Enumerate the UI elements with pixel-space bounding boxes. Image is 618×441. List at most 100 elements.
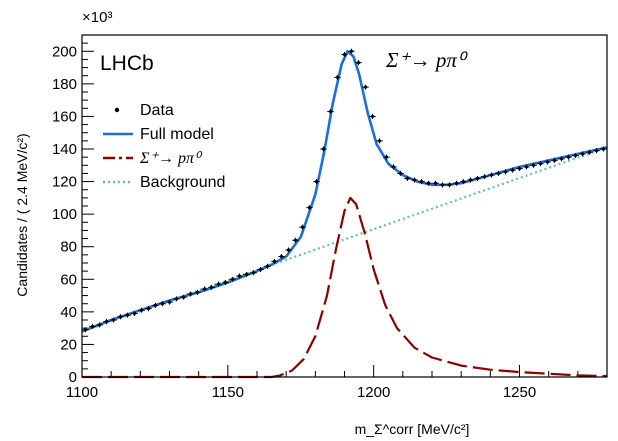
legend-entry: Σ⁺→ pπ⁰ <box>103 150 203 167</box>
data-point <box>593 148 600 154</box>
data-point-marker <box>363 85 368 89</box>
data-point-marker <box>307 206 312 210</box>
y-tick-label: 0 <box>69 369 77 386</box>
data-point <box>334 74 341 80</box>
data-point-marker <box>384 155 389 159</box>
data-point <box>516 166 523 172</box>
data-point <box>173 296 180 302</box>
y-tick-label: 200 <box>52 43 77 60</box>
data-point-marker <box>328 109 333 114</box>
data-point <box>495 170 502 176</box>
data-point <box>509 167 516 173</box>
data-point-marker <box>272 259 277 263</box>
data-point-marker <box>377 139 382 143</box>
legend-label: Background <box>140 174 225 191</box>
data-point-marker <box>552 158 557 162</box>
data-point <box>103 319 110 325</box>
data-point-marker <box>90 324 95 329</box>
data-point-marker <box>188 292 193 296</box>
y-tick-label: 60 <box>60 271 77 288</box>
data-point <box>180 294 187 300</box>
data-point-marker <box>97 323 102 327</box>
data-point-marker <box>426 181 431 185</box>
data-point-marker <box>139 308 144 312</box>
data-point <box>285 247 292 253</box>
data-point-marker <box>531 163 536 167</box>
data-point-marker <box>132 311 137 316</box>
data-point <box>544 159 551 165</box>
data-point-marker <box>524 165 529 169</box>
legend-entry: Full model <box>103 126 214 143</box>
data-point-marker <box>300 225 305 229</box>
data-point <box>355 60 362 66</box>
data-point-marker <box>391 165 396 169</box>
data-point <box>299 224 306 230</box>
data-point <box>565 154 572 160</box>
data-point <box>383 154 390 160</box>
data-point <box>432 180 439 186</box>
data-point <box>390 164 397 170</box>
data-point <box>131 310 138 316</box>
y-axis: 0 20 40 60 80 100 120 140 160 180 200 <box>52 34 94 386</box>
x-axis-title: m_Σ^corr [MeV/c²] <box>355 421 470 437</box>
data-point-marker <box>335 75 340 79</box>
data-point-marker <box>286 248 291 252</box>
data-point <box>411 177 418 183</box>
data-point-marker <box>167 300 172 304</box>
data-point-marker <box>265 264 270 268</box>
data-point <box>117 314 124 320</box>
data-point <box>236 273 243 279</box>
data-point <box>362 84 369 90</box>
data-point-marker <box>545 160 550 164</box>
data-point <box>264 263 271 269</box>
signal-line <box>82 196 608 379</box>
data-point-marker <box>503 170 508 174</box>
data-point-marker <box>433 181 438 185</box>
data-point <box>467 177 474 183</box>
data-point <box>523 164 530 170</box>
data-point-marker <box>321 147 326 151</box>
data-point <box>187 291 194 297</box>
data-point-marker <box>454 181 459 185</box>
data-point-marker <box>538 162 543 166</box>
experiment-label: LHCb <box>100 52 154 75</box>
data-point-marker <box>279 254 284 259</box>
data-point <box>243 271 250 277</box>
data-point <box>208 284 215 290</box>
data-point <box>439 182 446 188</box>
data-point <box>327 109 334 115</box>
data-point-marker <box>517 166 522 171</box>
data-point-marker <box>223 280 228 285</box>
data-point-marker <box>447 183 452 187</box>
decay-title: Σ⁺→ pπ⁰ <box>385 48 469 72</box>
data-point-marker <box>601 147 606 151</box>
data-point <box>537 161 544 167</box>
y-multiplier-label: ×10³ <box>82 9 112 26</box>
data-point-marker <box>475 176 480 180</box>
data-point <box>404 175 411 181</box>
data-point <box>110 317 117 323</box>
data-point-marker <box>251 271 256 275</box>
data-point <box>530 162 537 168</box>
data-point-marker <box>489 173 494 177</box>
data-point <box>292 237 299 243</box>
data-point <box>152 302 159 308</box>
data-point <box>558 156 565 162</box>
data-point-marker <box>405 176 410 180</box>
data-point <box>600 146 607 152</box>
data-point <box>460 179 467 185</box>
data-point-marker <box>125 313 130 317</box>
data-point <box>425 180 432 186</box>
data-point <box>278 253 285 259</box>
data-point-marker <box>559 157 564 161</box>
data-point <box>89 324 96 330</box>
data-point-marker <box>83 328 88 332</box>
data-point-marker <box>202 287 207 291</box>
data-point-marker <box>216 282 221 286</box>
x-tick-label: 1250 <box>503 384 536 401</box>
data-point <box>138 307 145 313</box>
data-point-marker <box>342 52 347 57</box>
y-tick-label: 80 <box>60 239 77 256</box>
legend-label: Full model <box>140 126 214 143</box>
